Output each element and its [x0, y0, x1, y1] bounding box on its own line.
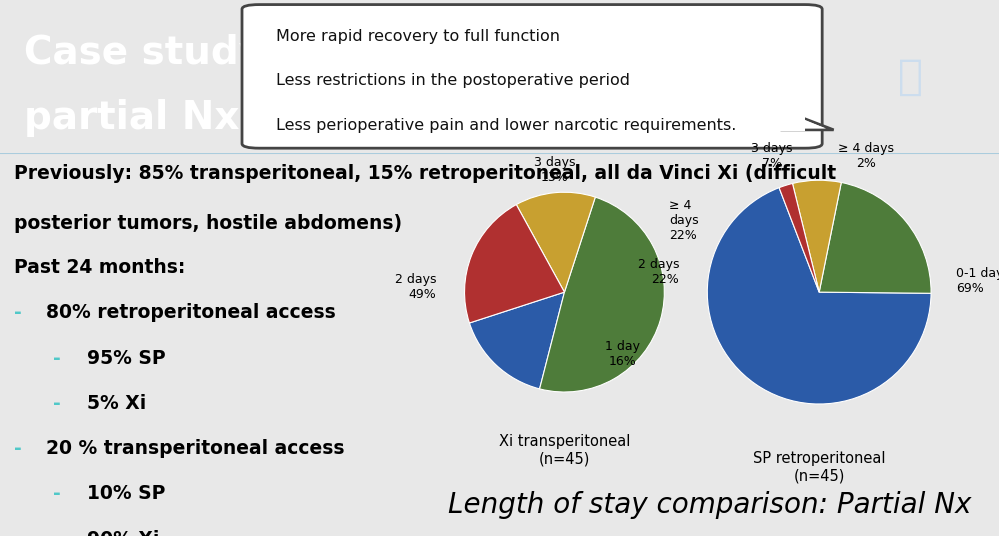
Wedge shape: [707, 188, 931, 404]
Text: -: -: [53, 394, 61, 413]
Text: SP retroperitoneal
(n=45): SP retroperitoneal (n=45): [753, 451, 885, 483]
Text: -: -: [53, 485, 61, 503]
FancyBboxPatch shape: [770, 107, 805, 131]
Text: 95% SP: 95% SP: [87, 349, 166, 368]
Text: -: -: [53, 530, 61, 536]
FancyBboxPatch shape: [242, 5, 822, 148]
Text: 20 % transperitoneal access: 20 % transperitoneal access: [46, 439, 345, 458]
Text: 2 days
22%: 2 days 22%: [637, 258, 679, 286]
Text: 80% retroperitoneal access: 80% retroperitoneal access: [46, 303, 336, 323]
Wedge shape: [779, 183, 819, 292]
Text: 10% SP: 10% SP: [87, 485, 166, 503]
Text: partial Nx: partial Nx: [24, 99, 240, 137]
Wedge shape: [792, 180, 841, 292]
Polygon shape: [782, 110, 833, 130]
Text: 90% Xi: 90% Xi: [87, 530, 160, 536]
Wedge shape: [465, 205, 564, 323]
Text: Previously: 85% transperitoneal, 15% retroperitoneal, all da Vinci Xi (difficult: Previously: 85% transperitoneal, 15% ret…: [14, 164, 836, 183]
Wedge shape: [819, 182, 931, 293]
Text: 3 days
13%: 3 days 13%: [533, 156, 575, 184]
Text: More rapid recovery to full function: More rapid recovery to full function: [277, 29, 560, 44]
Text: Xi transperitoneal
(n=45): Xi transperitoneal (n=45): [499, 434, 630, 466]
Text: 👤: 👤: [897, 55, 923, 98]
Text: Case study:: Case study:: [24, 34, 281, 72]
Text: Less perioperative pain and lower narcotic requirements.: Less perioperative pain and lower narcot…: [277, 118, 737, 133]
Text: -: -: [53, 349, 61, 368]
Text: 2 days
49%: 2 days 49%: [395, 273, 437, 301]
Text: 1 day
16%: 1 day 16%: [604, 340, 640, 368]
Text: Less restrictions in the postoperative period: Less restrictions in the postoperative p…: [277, 73, 630, 88]
Wedge shape: [470, 292, 564, 389]
Wedge shape: [539, 197, 664, 392]
Text: Length of stay comparison: Partial Nx: Length of stay comparison: Partial Nx: [448, 492, 971, 519]
Text: 5% Xi: 5% Xi: [87, 394, 147, 413]
Text: Past 24 months:: Past 24 months:: [14, 258, 185, 277]
Text: 0-1 day
69%: 0-1 day 69%: [956, 267, 999, 295]
Text: -: -: [14, 439, 22, 458]
Text: ≥ 4 days
2%: ≥ 4 days 2%: [838, 142, 894, 169]
Text: posterior tumors, hostile abdomens): posterior tumors, hostile abdomens): [14, 214, 402, 233]
Polygon shape: [785, 111, 825, 128]
Text: ≥ 4
days
22%: ≥ 4 days 22%: [669, 199, 699, 242]
Text: -: -: [14, 303, 22, 323]
Wedge shape: [516, 192, 595, 292]
Text: 3 days
7%: 3 days 7%: [751, 142, 793, 169]
